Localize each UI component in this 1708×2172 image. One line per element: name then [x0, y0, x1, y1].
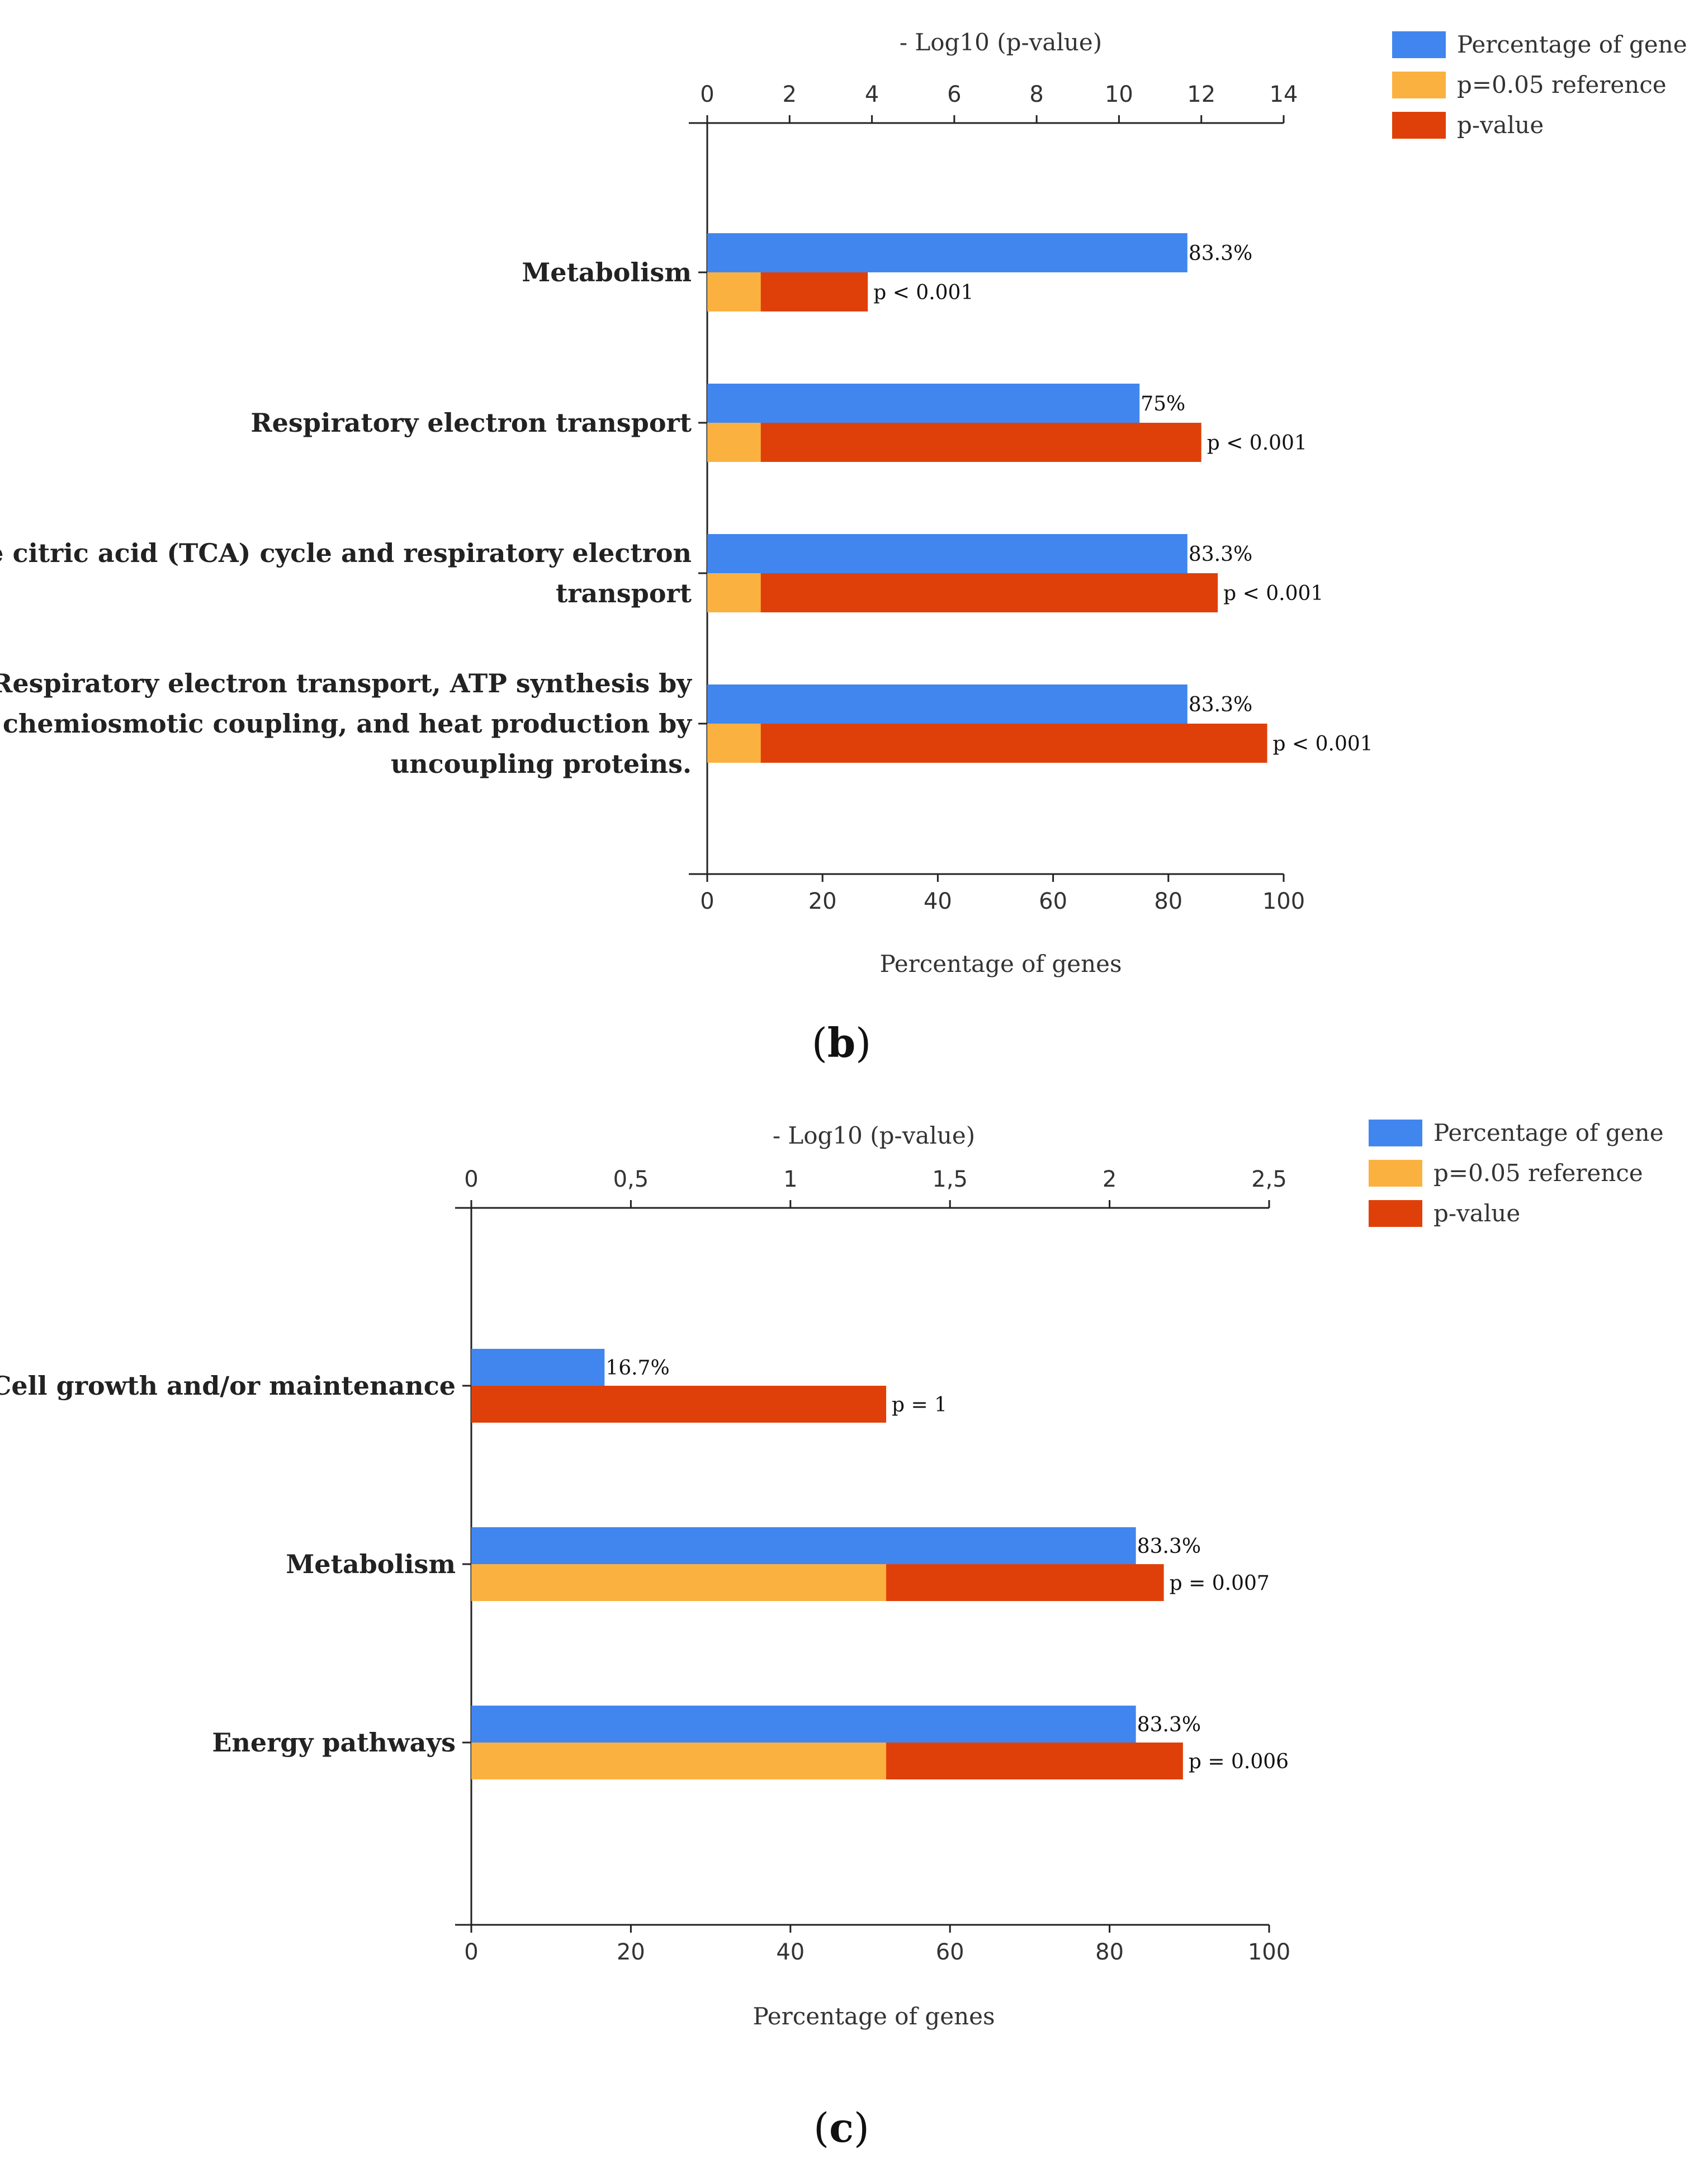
panel-b-chart: - Log10 (p-value) Percentage of genes Pe…	[0, 29, 1687, 978]
top-tick-label: 8	[1029, 82, 1043, 107]
legend-swatch	[1369, 1200, 1422, 1227]
pvalue-label: p < 0.001	[1223, 582, 1323, 605]
panel-b-caption: (b)	[812, 1019, 872, 1066]
bar-percentage	[471, 1349, 605, 1386]
top-tick-label: 2	[1103, 1167, 1116, 1192]
legend-swatch	[1369, 1160, 1422, 1187]
bottom-tick-label: 0	[700, 889, 714, 914]
panel-b-top-axis-title: - Log10 (p-value)	[900, 29, 1102, 56]
panel-c-plot: 0 20 40 60 80 100 0 0,5 1 1,5 2 2,5 Cell growth and/…	[0, 1167, 1290, 1965]
top-tick-label: 0,5	[613, 1167, 649, 1192]
bottom-tick-label: 80	[1095, 1939, 1124, 1965]
category-label: Metabolism	[286, 1549, 456, 1579]
top-tick-label: 2,5	[1251, 1167, 1287, 1192]
panel-c-top-axis-title: - Log10 (p-value)	[773, 1122, 975, 1149]
top-tick-label: 1,5	[932, 1167, 968, 1192]
bar-pvalue	[707, 724, 1267, 763]
pvalue-label: p < 0.001	[873, 281, 973, 304]
category-label: Cell growth and/or maintenance	[0, 1371, 456, 1401]
category-label: uncoupling proteins.	[391, 749, 692, 779]
bottom-tick-label: 100	[1248, 1939, 1290, 1965]
bottom-tick-label: 40	[924, 889, 952, 914]
panel-b-bottom-axis-title: Percentage of genes	[879, 950, 1122, 978]
bottom-tick-label: 20	[617, 1939, 645, 1965]
category-label: Respiratory electron transport, ATP synt…	[0, 668, 692, 698]
top-tick-label: 6	[947, 82, 961, 107]
svg-text:(c): (c)	[813, 2104, 869, 2151]
category-label: Energy pathways	[212, 1727, 456, 1758]
bar-percentage	[707, 534, 1187, 573]
bar-percentage	[707, 233, 1187, 272]
panel-b-plot: 0 20 40 60 80 100 0 2 4 6 8 10 12 14 Metabolism 83.3% p …	[0, 82, 1373, 914]
pvalue-label: p = 0.007	[1170, 1572, 1270, 1595]
panel-b-legend: Percentage of gene p=0.05 reference p-valu…	[1392, 31, 1687, 139]
category-label: The citric acid (TCA) cycle and respirat…	[0, 538, 692, 568]
top-tick-label: 14	[1270, 82, 1298, 107]
panel-c-chart: - Log10 (p-value) Percentage of genes Pe…	[0, 1119, 1664, 2030]
bottom-tick-label: 0	[464, 1939, 478, 1965]
legend-swatch	[1392, 31, 1446, 58]
panel-b-letter: b	[827, 1019, 855, 1066]
pvalue-label: p < 0.001	[1207, 432, 1307, 455]
legend-label: p-value	[1457, 111, 1544, 139]
panel-c-bottom-axis-title: Percentage of genes	[753, 2003, 995, 2030]
pvalue-label: p = 0.006	[1189, 1750, 1289, 1773]
bar-reference	[707, 272, 761, 311]
panel-c-letter: c	[829, 2104, 854, 2151]
bar-percentage	[471, 1527, 1136, 1564]
bar-pvalue	[707, 423, 1201, 462]
category-label: chemiosmotic coupling, and heat producti…	[3, 709, 692, 739]
bar-reference	[707, 724, 761, 763]
bottom-tick-label: 60	[936, 1939, 964, 1965]
top-tick-label: 4	[865, 82, 879, 107]
top-tick-label: 12	[1187, 82, 1215, 107]
legend-label: Percentage of gene	[1433, 1119, 1664, 1146]
category-label: Metabolism	[522, 257, 692, 287]
percentage-label: 83.3%	[1189, 543, 1252, 566]
top-tick-label: 0	[700, 82, 714, 107]
legend-label: p=0.05 reference	[1457, 71, 1667, 98]
pvalue-label: p = 1	[892, 1394, 947, 1416]
category-label: transport	[556, 578, 692, 608]
bar-reference	[471, 1564, 887, 1601]
legend-label: p=0.05 reference	[1433, 1159, 1643, 1187]
legend-swatch	[1392, 112, 1446, 139]
percentage-label: 83.3%	[1189, 242, 1252, 265]
bar-pvalue	[471, 1386, 887, 1423]
bar-percentage	[707, 684, 1187, 724]
percentage-label: 83.3%	[1189, 693, 1252, 716]
bar-reference	[471, 1743, 887, 1779]
top-tick-label: 10	[1105, 82, 1133, 107]
panel-c-caption: (c)	[813, 2104, 869, 2151]
percentage-label: 83.3%	[1137, 1713, 1201, 1736]
category-label: Respiratory electron transport	[250, 408, 692, 438]
bottom-tick-label: 20	[808, 889, 837, 914]
bar-pvalue	[707, 573, 1218, 612]
bottom-tick-label: 100	[1262, 889, 1305, 914]
bottom-tick-label: 80	[1154, 889, 1182, 914]
percentage-label: 75%	[1141, 393, 1185, 415]
bar-reference	[707, 573, 761, 612]
bar-reference	[707, 423, 761, 462]
legend-label: p-value	[1433, 1200, 1520, 1227]
bottom-tick-label: 40	[776, 1939, 805, 1965]
top-tick-label: 0	[464, 1167, 478, 1192]
percentage-label: 16.7%	[605, 1357, 669, 1380]
bar-percentage	[471, 1706, 1136, 1743]
percentage-label: 83.3%	[1137, 1535, 1201, 1558]
bar-percentage	[707, 384, 1140, 423]
legend-swatch	[1392, 72, 1446, 98]
pvalue-label: p < 0.001	[1273, 733, 1373, 756]
bottom-tick-label: 60	[1039, 889, 1067, 914]
panel-c-legend: Percentage of gene p=0.05 reference p-valu…	[1369, 1119, 1664, 1227]
legend-swatch	[1369, 1120, 1422, 1146]
svg-text:(b): (b)	[812, 1019, 872, 1066]
legend-label: Percentage of gene	[1457, 31, 1687, 58]
top-tick-label: 1	[783, 1167, 797, 1192]
top-tick-label: 2	[783, 82, 797, 107]
